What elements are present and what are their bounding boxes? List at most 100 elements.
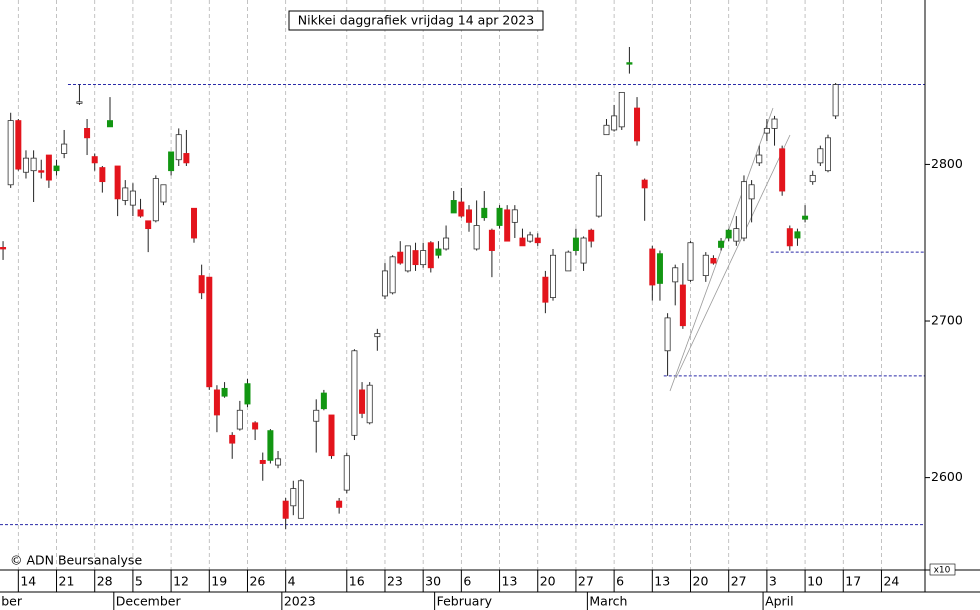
candle-body: [7, 120, 14, 186]
candle-body: [687, 242, 694, 281]
candle-body: [465, 209, 472, 223]
candle-body: [0, 247, 7, 250]
candle-body: [61, 143, 68, 154]
candle-body: [794, 231, 801, 239]
title-box: [288, 10, 544, 31]
candle-body: [710, 257, 717, 264]
candle-body: [267, 430, 274, 461]
candle-body: [763, 128, 770, 134]
candle-body: [649, 248, 656, 286]
candle-body: [664, 317, 671, 352]
candle-body: [603, 124, 610, 136]
candle-body: [504, 209, 511, 242]
x-tick-label: 27: [578, 574, 594, 589]
candle-body: [236, 409, 243, 430]
candle-body: [817, 148, 824, 164]
candle-body: [22, 157, 29, 173]
axis-multiplier: x10: [934, 566, 951, 576]
candle-body: [99, 167, 106, 183]
candle-body: [588, 229, 595, 242]
candle-body: [718, 240, 725, 248]
month-label: March: [589, 594, 627, 609]
candle-body: [397, 251, 404, 264]
candle-body: [756, 154, 763, 164]
candle-body: [488, 229, 495, 251]
candle-body: [259, 459, 266, 464]
multiplier-box: [929, 563, 956, 576]
candle-body: [366, 384, 373, 424]
candle-body: [168, 151, 175, 172]
trend-line: [675, 134, 791, 379]
candle-body: [519, 237, 526, 247]
candle-body: [496, 207, 503, 226]
candle-body: [450, 200, 457, 214]
candle-body: [473, 225, 480, 250]
candle-body: [206, 276, 213, 388]
candle-body: [381, 270, 388, 297]
x-tick-label: 26: [249, 574, 265, 589]
candle-body: [748, 184, 755, 200]
month-label: February: [437, 594, 493, 609]
candle-body: [824, 137, 831, 172]
candle-body: [229, 434, 236, 444]
candle-body: [313, 409, 320, 422]
candle-body: [656, 253, 663, 284]
x-tick-label: 17: [845, 574, 861, 589]
candle-body: [359, 389, 366, 414]
candle-body: [435, 248, 442, 256]
candle-body: [611, 115, 618, 131]
x-tick-label: 24: [883, 574, 899, 589]
grid-layer: [0, 0, 925, 570]
copyright: © ADN Beursanalyse: [10, 553, 142, 568]
candle-body: [702, 254, 709, 277]
candle-body: [76, 101, 83, 104]
candle-body: [175, 134, 182, 161]
candle-body: [832, 84, 839, 117]
candle-body: [641, 179, 648, 189]
candle-body: [30, 157, 37, 172]
x-tick-label: 10: [807, 574, 823, 589]
month-label: December: [116, 594, 182, 609]
candle-body: [106, 120, 113, 128]
candle-body: [427, 242, 434, 269]
candle-body: [160, 184, 167, 203]
candle-body: [626, 62, 633, 65]
x-tick-label: 14: [20, 574, 36, 589]
candle-body: [740, 181, 747, 239]
candle-body: [458, 201, 465, 217]
candle-body: [672, 267, 679, 283]
candle-body: [725, 229, 732, 239]
x-tick-label: 30: [425, 574, 441, 589]
y-tick-label: 2700: [931, 313, 963, 328]
candle-body: [809, 174, 816, 183]
candle-body: [191, 207, 198, 239]
candle-body: [534, 237, 541, 244]
y-tick-label: 2800: [931, 156, 963, 171]
candle-body: [786, 228, 793, 247]
x-tick-label: 5: [135, 574, 143, 589]
candle-body: [802, 215, 809, 220]
chart-title: Nikkei daggrafiek vrijdag 14 apr 2023: [298, 13, 534, 28]
candle-body: [282, 500, 289, 519]
x-tick-label: 13: [654, 574, 670, 589]
x-tick-label: 6: [616, 574, 624, 589]
candle-body: [275, 458, 282, 466]
candle-body: [290, 488, 297, 507]
x-tick-label: 20: [540, 574, 556, 589]
candle-body: [634, 107, 641, 142]
x-tick-label: 27: [731, 574, 747, 589]
candle-body: [213, 389, 220, 416]
candle-body: [252, 422, 259, 430]
candle-body: [244, 383, 251, 405]
candle-body: [420, 250, 427, 266]
candle-body: [343, 455, 350, 491]
candle-body: [412, 250, 419, 266]
x-tick-label: 21: [59, 574, 75, 589]
candle-body: [733, 228, 740, 242]
month-label: April: [765, 594, 794, 609]
candle-body: [374, 333, 381, 338]
candle-body: [53, 165, 60, 172]
candle-body: [351, 350, 358, 436]
